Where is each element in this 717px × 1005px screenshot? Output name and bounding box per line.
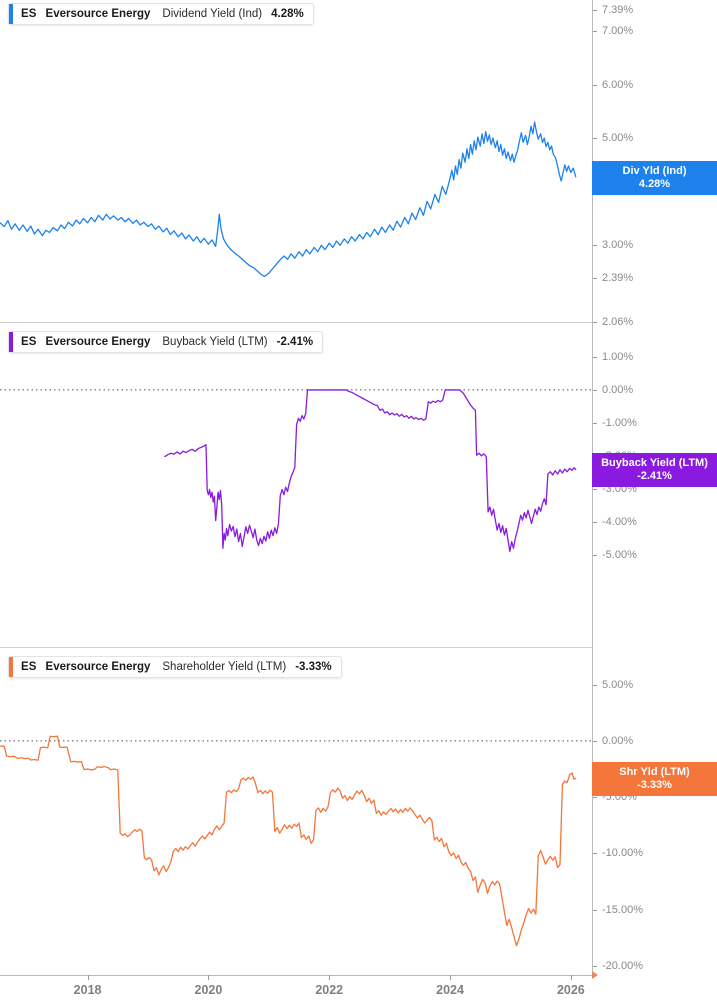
panel-dividend-yield — [0, 0, 717, 322]
metric-label-buyback: Buyback Yield (LTM) — [162, 336, 268, 348]
axis-tick-label: -5.00% — [602, 548, 637, 561]
axis-tick-label: 1.00% — [602, 350, 634, 363]
axis-tick-label: 2.06% — [602, 316, 634, 328]
x-axis-tick — [329, 975, 331, 980]
metric-value-buyback: -2.41% — [276, 336, 314, 348]
axis-tick-label: -1.00% — [602, 416, 637, 429]
badge-series-value: 4.28% — [638, 177, 671, 190]
badge-series-value: -2.41% — [637, 470, 672, 483]
panel-buyback-yield — [0, 322, 717, 647]
axis-tick — [593, 389, 597, 391]
x-axis-tick — [450, 975, 452, 980]
axis-tick — [593, 909, 597, 911]
axis-tick-label: 5.00% — [602, 678, 634, 691]
ticker-symbol: ES — [21, 8, 37, 20]
axis-tick — [593, 356, 597, 358]
axis-tick-label: 5.00% — [602, 132, 634, 145]
axis-tick — [593, 554, 597, 556]
panel-separator-2 — [0, 647, 592, 648]
current-value-badge[interactable]: Shr Yld (LTM) -3.33% — [592, 762, 717, 797]
badge-series-name: Shr Yld (LTM) — [619, 766, 690, 779]
axis-tick — [593, 10, 597, 11]
shareholder-yield-plot — [0, 735, 592, 947]
axis-tick — [593, 245, 597, 247]
accent-bar-buyback — [9, 332, 13, 352]
axis-tick-label: -5.00% — [602, 791, 637, 804]
axis-tick-label: 7.00% — [602, 24, 634, 37]
axis-tick-label: 2.39% — [602, 272, 634, 284]
axis-tick — [593, 422, 597, 424]
accent-bar-dividend — [9, 4, 13, 24]
x-axis-label: 2024 — [436, 983, 464, 997]
axis-tick — [593, 965, 597, 967]
x-axis-label: 2020 — [194, 983, 223, 997]
axis-tick-label: 6.00% — [602, 78, 634, 91]
panel-shareholder-yield — [0, 647, 717, 975]
company-name: Eversource Energy — [45, 8, 151, 20]
badge-series-name: Div Yld (Ind) — [622, 164, 687, 177]
x-axis-label: 2018 — [73, 983, 102, 997]
axis-tick-label: -4.00% — [602, 515, 637, 528]
x-axis-label: 2026 — [556, 983, 585, 997]
dividend-yield-plot — [0, 121, 577, 278]
right-axis-spine — [592, 0, 593, 976]
chip-buyback-yield[interactable]: ES Eversource Energy Buyback Yield (LTM)… — [8, 331, 324, 353]
buyback-yield-plot — [0, 389, 592, 553]
company-name: Eversource Energy — [45, 336, 151, 348]
axis-tick-label: -20.00% — [602, 959, 643, 972]
axis-tick — [593, 138, 597, 140]
axis-tick — [593, 853, 597, 855]
axis-tick — [593, 322, 597, 323]
current-value-badge[interactable]: Div Yld (Ind) 4.28% — [592, 160, 717, 195]
chip-shareholder-yield[interactable]: ES Eversource Energy Shareholder Yield (… — [8, 656, 342, 678]
x-axis-tick — [208, 975, 210, 980]
company-name: Eversource Energy — [45, 661, 151, 673]
chip-dividend-yield[interactable]: ES Eversource Energy Dividend Yield (Ind… — [8, 3, 314, 25]
x-axis-line — [0, 975, 592, 976]
x-axis-arrow-icon — [592, 971, 598, 979]
series-line — [164, 389, 577, 553]
accent-bar-shareholder — [9, 657, 13, 677]
x-axis-label: 2022 — [315, 983, 344, 997]
axis-tick-label: -15.00% — [602, 903, 643, 916]
ticker-symbol: ES — [21, 661, 37, 673]
axis-tick-label: 7.39% — [602, 4, 634, 16]
panel-separator-1 — [0, 322, 592, 323]
series-line — [0, 121, 577, 278]
badge-series-value: -3.33% — [637, 779, 672, 792]
axis-tick-label: -3.00% — [602, 482, 637, 495]
axis-tick — [593, 84, 597, 86]
axis-tick-label: -10.00% — [602, 847, 643, 860]
metric-label-dividend: Dividend Yield (Ind) — [162, 8, 263, 20]
axis-tick-label: 0.00% — [602, 734, 634, 747]
metric-value-dividend: 4.28% — [271, 8, 304, 20]
axis-tick — [593, 740, 597, 742]
ticker-symbol: ES — [21, 336, 37, 348]
axis-tick-label: 3.00% — [602, 239, 634, 252]
axis-tick — [593, 684, 597, 686]
badge-series-name: Buyback Yield (LTM) — [601, 457, 708, 470]
axis-tick — [593, 521, 597, 523]
current-value-badge[interactable]: Buyback Yield (LTM) -2.41% — [592, 453, 717, 488]
x-axis-tick — [570, 975, 572, 980]
metric-label-shareholder: Shareholder Yield (LTM) — [162, 661, 287, 673]
axis-tick — [593, 488, 597, 490]
metric-value-shareholder: -3.33% — [295, 661, 332, 673]
x-axis-tick — [87, 975, 89, 980]
axis-tick — [593, 797, 597, 799]
axis-tick — [593, 30, 597, 32]
axis-tick — [593, 278, 597, 279]
axis-tick-label: 0.00% — [602, 383, 634, 396]
series-line — [0, 735, 577, 947]
